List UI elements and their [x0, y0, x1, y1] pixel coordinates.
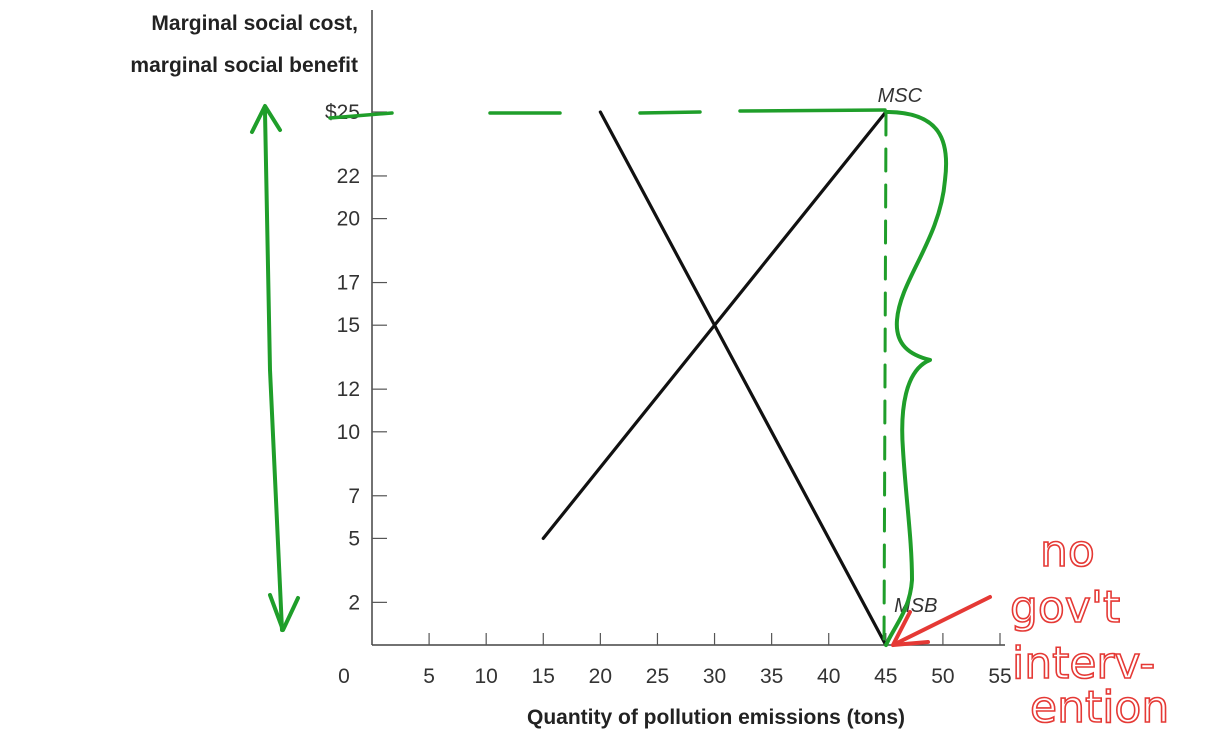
- x-tick-label: 15: [532, 665, 555, 688]
- note-line-3: interv-: [1012, 638, 1155, 689]
- x-tick-label: 25: [646, 665, 669, 688]
- series-lines: [541, 110, 888, 647]
- y-tick-label: 2: [348, 591, 360, 614]
- note-line-2: gov't: [1010, 582, 1120, 633]
- x-tick-label: 50: [931, 665, 954, 688]
- markup-vertical-dashed-line: [882, 111, 888, 647]
- markup-curly-brace: [884, 110, 949, 647]
- y-axis-ticks: $25 22 20 17 15 12 10 7 5 2: [325, 101, 387, 614]
- y-tick-label: 15: [337, 314, 360, 337]
- note-arrow-line: [891, 595, 992, 647]
- y-tick-label: $25: [325, 101, 360, 124]
- y-tick-label: 20: [337, 208, 360, 231]
- y-tick-label: 5: [348, 527, 360, 550]
- series-label-msc: MSC: [878, 85, 923, 107]
- x-axis-title: Quantity of pollution emissions (tons): [527, 706, 905, 729]
- x-tick-label: 45: [874, 665, 897, 688]
- x-tick-label: 35: [760, 665, 783, 688]
- x-tick-label: 30: [703, 665, 726, 688]
- green-markup: [250, 104, 949, 647]
- x-tick-label: 0: [338, 665, 350, 688]
- y-axis-title-line-2: marginal social benefit: [130, 54, 358, 77]
- y-axis-title-line-1: Marginal social cost,: [151, 12, 358, 35]
- x-tick-label: 20: [589, 665, 612, 688]
- y-tick-label: 22: [337, 165, 360, 188]
- x-tick-label: 55: [988, 665, 1011, 688]
- x-tick-label: 10: [475, 665, 498, 688]
- note-line-4: ention: [1030, 682, 1169, 733]
- y-tick-label: 17: [337, 272, 360, 295]
- y-tick-label: 10: [337, 421, 360, 444]
- x-axis-ticks: 0 5 10 15 20 25 30 35 40 45 50 55: [338, 633, 1012, 688]
- x-tick-label: 5: [423, 665, 435, 688]
- x-tick-label: 40: [817, 665, 840, 688]
- markup-vertical-double-arrow: [263, 110, 284, 632]
- y-tick-label: 7: [348, 485, 360, 508]
- y-tick-label: 12: [337, 378, 360, 401]
- markup-top-dashed-line: [328, 108, 887, 120]
- note-line-1: no: [1040, 526, 1095, 577]
- note-arrow-head: [891, 610, 930, 647]
- series-line-msb: [598, 110, 888, 647]
- markup-arrow-head-down: [268, 593, 300, 632]
- red-handwritten-note: no gov't interv- ention: [891, 525, 1170, 733]
- markup-arrow-head-up: [250, 104, 282, 134]
